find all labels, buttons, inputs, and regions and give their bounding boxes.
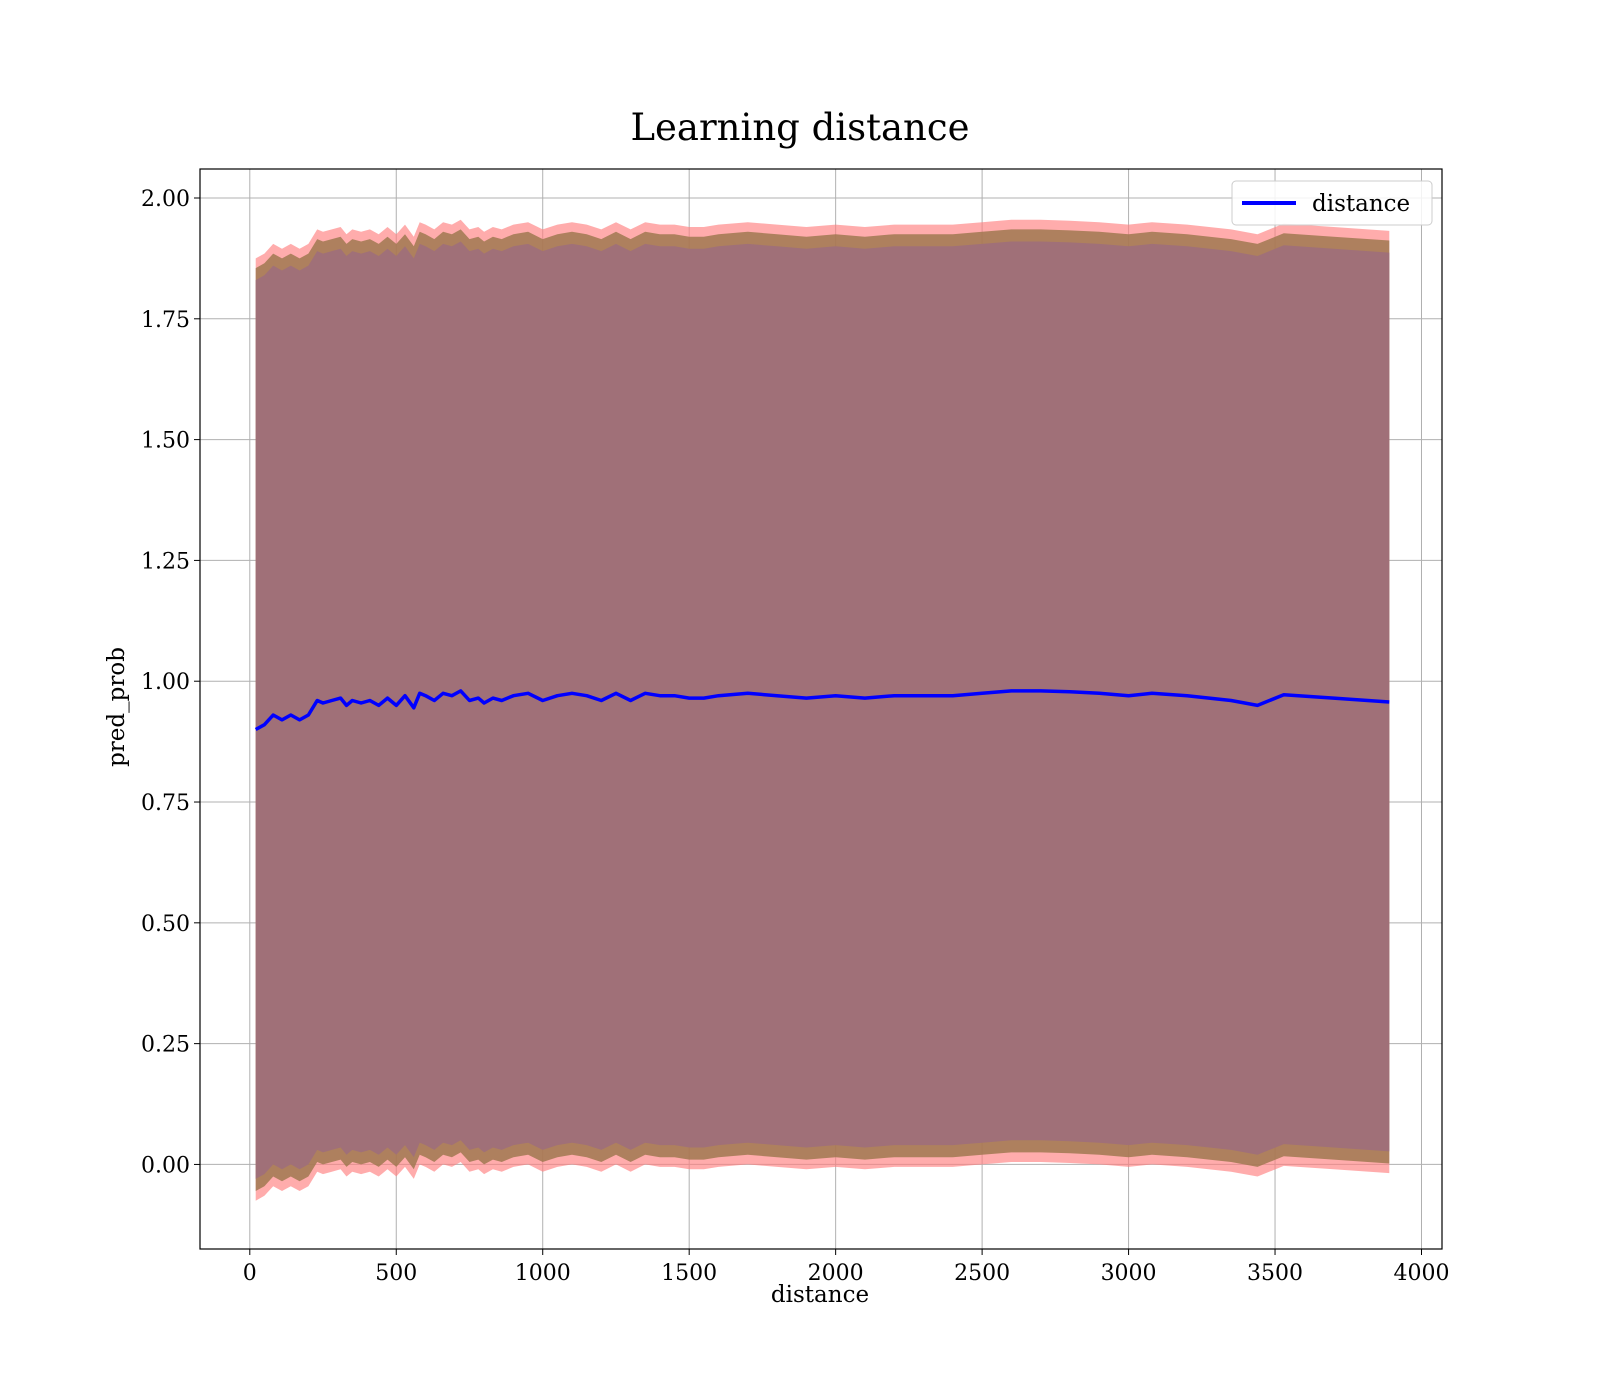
x-tick-label: 2500	[954, 1261, 1010, 1286]
x-tick-label: 4000	[1393, 1261, 1449, 1286]
y-tick-label: 0.25	[141, 1033, 190, 1058]
x-tick-label: 3500	[1247, 1261, 1303, 1286]
x-tick-label: 0	[243, 1261, 257, 1286]
x-tick-label: 2000	[808, 1261, 864, 1286]
y-tick-label: 1.25	[141, 549, 190, 574]
x-tick-label: 500	[375, 1261, 417, 1286]
y-tick-label: 0.75	[141, 791, 190, 816]
y-tick-label: 0.50	[141, 912, 190, 937]
y-axis-label: pred_prob	[104, 647, 130, 767]
chart-title: Learning distance	[630, 106, 969, 149]
y-tick-label: 1.50	[141, 429, 190, 454]
legend-label-distance: distance	[1312, 191, 1410, 217]
series-line-distance	[254, 689, 1390, 732]
y-tick-label: 2.00	[141, 187, 190, 212]
y-tick-label: 1.00	[141, 670, 190, 695]
x-tick-label: 1000	[515, 1261, 571, 1286]
y-tick-label: 0.00	[141, 1153, 190, 1178]
y-tick-label: 1.75	[141, 308, 190, 333]
x-tick-label: 3000	[1101, 1261, 1157, 1286]
x-tick-label: 1500	[661, 1261, 717, 1286]
x-axis-label: distance	[771, 1282, 869, 1308]
confidence-band-inner	[255, 241, 1390, 1179]
legend-box	[1231, 180, 1433, 226]
plot-area: 0 500 1000 1500 2000 2500 3000 3500 4000 0.00 0.25…	[141, 168, 1449, 1286]
plot-frame	[199, 168, 1443, 1250]
